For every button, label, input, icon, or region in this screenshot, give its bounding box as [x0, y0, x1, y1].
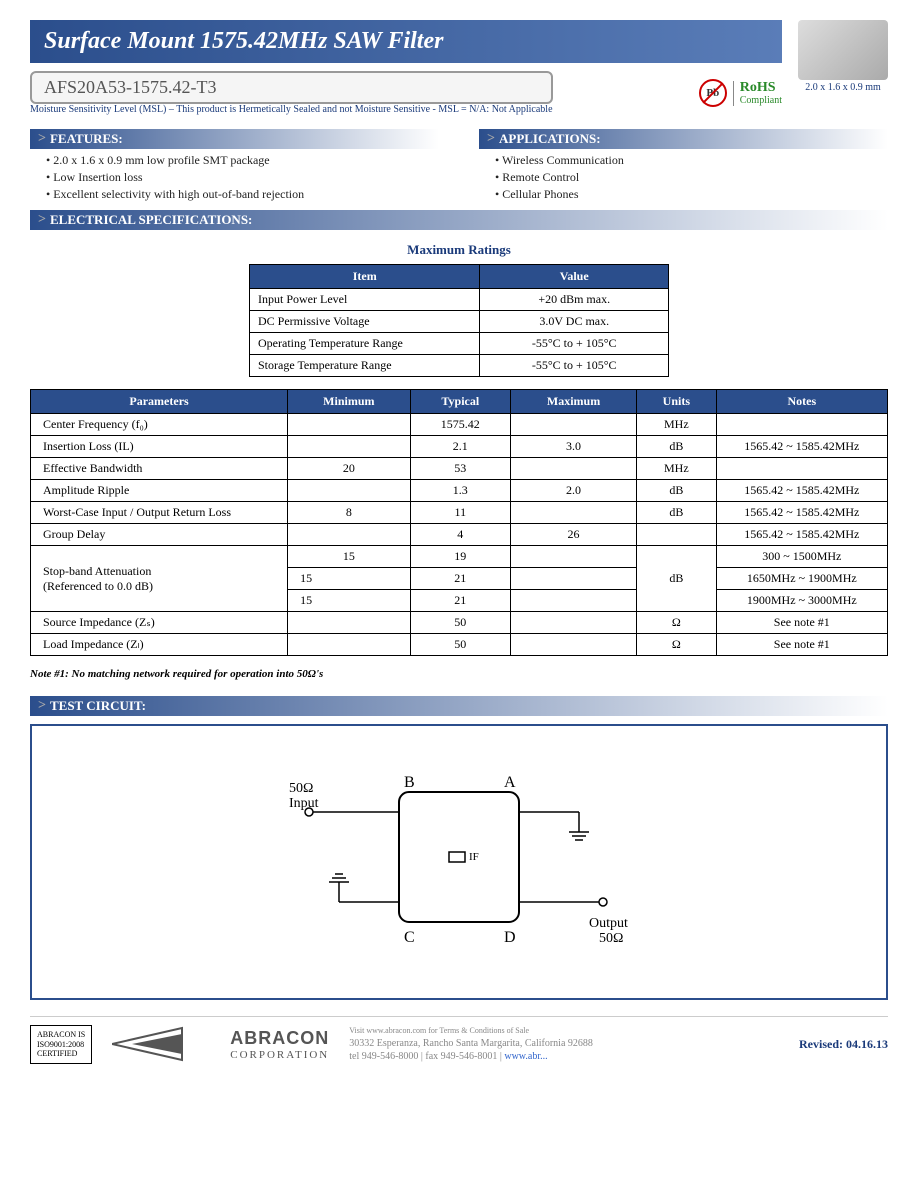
- circuit-svg: B A C D 50Ω Input Output 50Ω: [259, 742, 659, 982]
- chip-image-block: 2.0 x 1.6 x 0.9 mm: [798, 20, 888, 93]
- list-item: Cellular Phones: [495, 187, 888, 202]
- applications-header: APPLICATIONS:: [479, 129, 888, 149]
- company-logo: ABRACON CORPORATION: [112, 1026, 329, 1062]
- features-list: 2.0 x 1.6 x 0.9 mm low profile SMT packa…: [30, 153, 439, 202]
- test-circuit-header: TEST CIRCUIT:: [30, 696, 888, 716]
- table-header: Item: [250, 265, 480, 289]
- table-row: Source Impedance (Zₛ)50ΩSee note #1: [31, 612, 888, 634]
- table-row: Worst-Case Input / Output Return Loss811…: [31, 502, 888, 524]
- pb-free-icon: Pb: [699, 79, 727, 107]
- svg-text:Input: Input: [289, 796, 319, 811]
- table-header: Minimum: [288, 390, 411, 414]
- table-row: Insertion Loss (IL)2.13.0dB1565.42 ~ 158…: [31, 436, 888, 458]
- msl-note: Moisture Sensitivity Level (MSL) – This …: [30, 104, 553, 115]
- test-circuit-diagram: B A C D 50Ω Input Output 50Ω: [30, 724, 888, 1000]
- electrical-header: ELECTRICAL SPECIFICATIONS:: [30, 210, 888, 230]
- list-item: Remote Control: [495, 170, 888, 185]
- footer: ABRACON IS ISO9001:2008 CERTIFIED ABRACO…: [30, 1016, 888, 1064]
- table-header: Parameters: [31, 390, 288, 414]
- cert-box: ABRACON IS ISO9001:2008 CERTIFIED: [30, 1025, 92, 1064]
- rohs-label: RoHS: [740, 81, 782, 95]
- footer-info: Visit www.abracon.com for Terms & Condit…: [349, 1026, 593, 1062]
- svg-text:Output: Output: [589, 916, 628, 931]
- chip-image: [798, 20, 888, 80]
- company-sub: CORPORATION: [230, 1049, 329, 1061]
- features-header: FEATURES:: [30, 129, 439, 149]
- part-number: AFS20A53-1575.42-T3: [30, 71, 553, 104]
- table-row: DC Permissive Voltage3.0V DC max.: [250, 311, 669, 333]
- table-row: Stop-band Attenuation (Referenced to 0.0…: [31, 546, 888, 568]
- list-item: Low Insertion loss: [46, 170, 439, 185]
- applications-list: Wireless Communication Remote Control Ce…: [479, 153, 888, 202]
- table-row: Input Power Level+20 dBm max.: [250, 289, 669, 311]
- table-header: Maximum: [511, 390, 637, 414]
- ratings-table: Item Value Input Power Level+20 dBm max.…: [249, 264, 669, 377]
- list-item: Wireless Communication: [495, 153, 888, 168]
- svg-text:IF: IF: [469, 851, 479, 863]
- svg-text:B: B: [404, 774, 415, 791]
- revised-date: Revised: 04.16.13: [799, 1037, 888, 1052]
- list-item: Excellent selectivity with high out-of-b…: [46, 187, 439, 202]
- svg-text:C: C: [404, 929, 415, 946]
- table-header: Typical: [410, 390, 510, 414]
- table-row: Amplitude Ripple1.32.0dB1565.42 ~ 1585.4…: [31, 480, 888, 502]
- table-header: Value: [480, 265, 669, 289]
- list-item: 2.0 x 1.6 x 0.9 mm low profile SMT packa…: [46, 153, 439, 168]
- compliance-block: Pb RoHS Compliant: [699, 79, 782, 107]
- table-header: Notes: [716, 390, 887, 414]
- spec-table: Parameters Minimum Typical Maximum Units…: [30, 389, 888, 656]
- page-title: Surface Mount 1575.42MHz SAW Filter: [30, 20, 782, 63]
- svg-text:D: D: [504, 929, 516, 946]
- chip-dimensions: 2.0 x 1.6 x 0.9 mm: [798, 82, 888, 93]
- table-row: Storage Temperature Range-55°C to + 105°…: [250, 355, 669, 377]
- part-number-box: AFS20A53-1575.42-T3 Moisture Sensitivity…: [30, 71, 553, 115]
- table-row: Center Frequency (f₀)1575.42MHz: [31, 414, 888, 436]
- svg-text:A: A: [504, 774, 516, 791]
- rohs-sub: Compliant: [740, 95, 782, 106]
- svg-text:50Ω: 50Ω: [289, 781, 313, 796]
- table-header: Units: [637, 390, 717, 414]
- table-row: Group Delay4261565.42 ~ 1585.42MHz: [31, 524, 888, 546]
- table-row: Operating Temperature Range-55°C to + 10…: [250, 333, 669, 355]
- website-link[interactable]: www.abr...: [504, 1051, 547, 1062]
- table-row: Load Impedance (Zₗ)50ΩSee note #1: [31, 634, 888, 656]
- table-row: Effective Bandwidth2053MHz: [31, 458, 888, 480]
- company-name: ABRACON: [230, 1028, 329, 1049]
- svg-text:50Ω: 50Ω: [599, 931, 623, 946]
- max-ratings-title: Maximum Ratings: [30, 242, 888, 258]
- note-1: Note #1: No matching network required fo…: [30, 668, 888, 680]
